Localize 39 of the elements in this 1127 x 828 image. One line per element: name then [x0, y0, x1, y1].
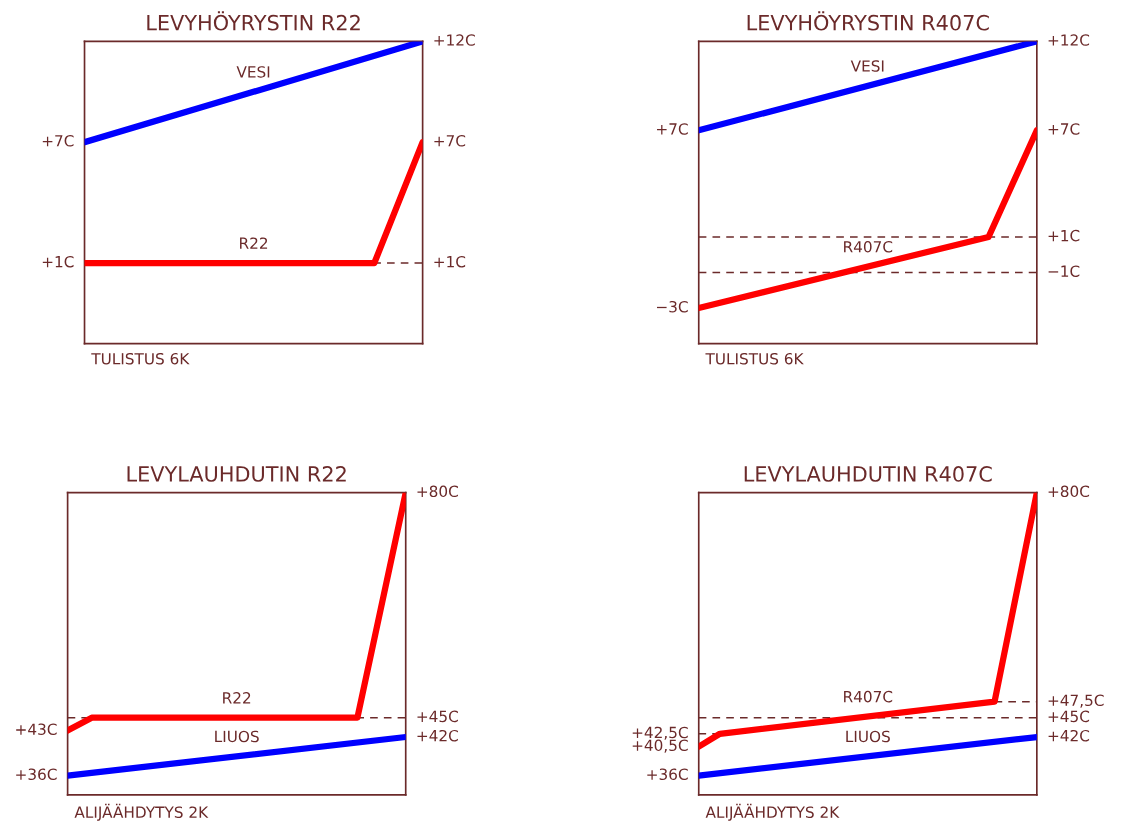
chart-title: LEVYHÖYRYSTIN R22: [147, 11, 360, 31]
data-label: +12C: [434, 34, 475, 46]
ref-line-label: +45C: [417, 710, 458, 723]
ref-line-label: +1C: [434, 255, 466, 268]
data-label: +7C: [42, 135, 74, 147]
data-label: +7C: [1048, 123, 1080, 135]
data-label: −3C: [657, 300, 688, 313]
chart-title: LEVYLAUHDUTIN R22: [127, 466, 346, 482]
text: TULISTUS 6K: [705, 352, 804, 365]
data-label: +42,5C: [632, 726, 688, 740]
chart-title: LEVYLAUHDUTIN R407C: [744, 466, 992, 482]
data-label: +42C: [417, 729, 458, 742]
data-label: +42C: [1048, 729, 1090, 742]
data-label: +36C: [647, 768, 688, 781]
chart-title: LEVYHÖYRYSTIN R407C: [747, 11, 989, 31]
text: ALIJÄÄHDYTYS 2K: [705, 803, 840, 821]
series-label: LIUOS: [846, 730, 890, 743]
data-label: +43C: [16, 723, 57, 736]
series-label: R407C: [844, 240, 893, 253]
text: ALIJÄÄHDYTYS 2K: [74, 803, 209, 821]
data-label: +40,5C: [632, 739, 688, 753]
text: TULISTUS 6K: [91, 352, 190, 365]
series-label: R407C: [844, 690, 893, 703]
data-label: +80C: [417, 485, 458, 498]
data-label: +7C: [434, 135, 466, 147]
data-label: +1C: [42, 255, 74, 268]
series-label: VESI: [236, 66, 270, 78]
series-label: R22: [240, 237, 268, 249]
data-label: +80C: [1048, 485, 1090, 498]
data-label: +47,5C: [1048, 694, 1104, 708]
ref-line-label: +45C: [1048, 710, 1090, 723]
data-label: +36C: [16, 768, 57, 781]
series-label: VESI: [850, 60, 884, 72]
series-label: LIUOS: [215, 730, 259, 743]
data-label: +12C: [1048, 34, 1090, 46]
data-label: +7C: [657, 123, 688, 135]
series-label: R22: [223, 692, 251, 704]
ref-line-label: +1C: [1048, 229, 1080, 242]
ref-line-label: −1C: [1048, 265, 1080, 277]
